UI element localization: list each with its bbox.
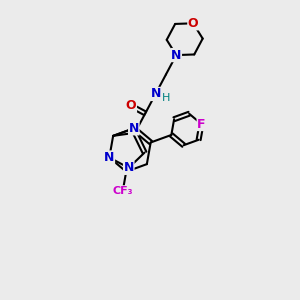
Text: O: O (188, 17, 199, 30)
Text: N: N (129, 122, 139, 135)
Text: H: H (161, 93, 170, 103)
Text: N: N (104, 151, 115, 164)
Text: N: N (171, 49, 181, 62)
Text: CF₃: CF₃ (112, 186, 133, 197)
Text: O: O (126, 99, 136, 112)
Text: N: N (124, 161, 134, 174)
Text: F: F (197, 118, 206, 130)
Text: N: N (150, 87, 161, 101)
